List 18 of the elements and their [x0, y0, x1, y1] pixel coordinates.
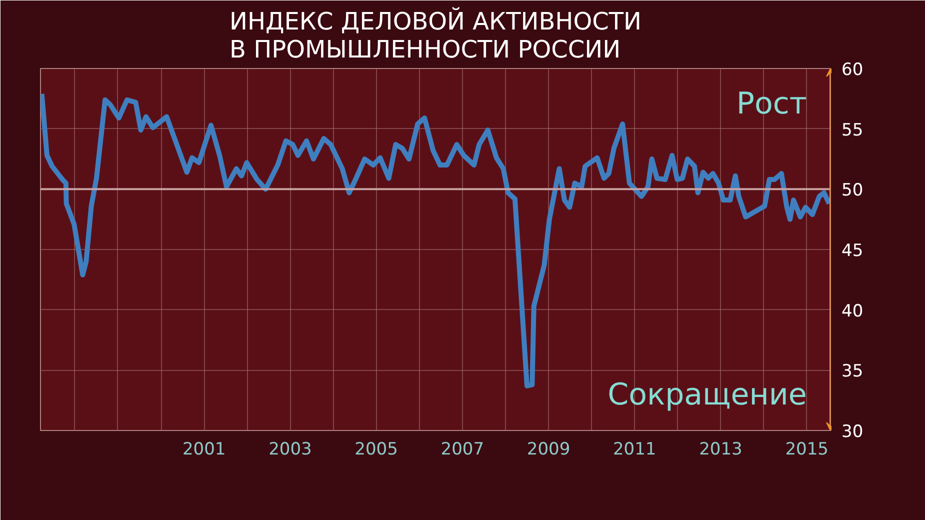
x-tick-label: 2013 — [699, 440, 742, 460]
annotation: Сокращение — [608, 377, 807, 412]
chart-title: ИНДЕКС ДЕЛОВОЙ АКТИВНОСТИ В ПРОМЫШЛЕННОСТИ РОССИИ — [230, 6, 642, 64]
x-tick-label: 2005 — [354, 440, 398, 460]
x-tick-label: 2009 — [526, 440, 570, 460]
y-tick-label: 55 — [842, 120, 864, 140]
y-tick-label: 30 — [842, 422, 864, 442]
y-tick-label: 60 — [842, 60, 864, 80]
y-tick-label: 50 — [842, 180, 864, 201]
x-tick-label: 2001 — [182, 440, 226, 460]
y-tick-label: 45 — [842, 241, 864, 261]
x-tick-label: 2003 — [268, 440, 312, 460]
y-tick-label: 35 — [842, 362, 864, 382]
x-tick-label: 2011 — [612, 440, 656, 460]
y-tick-label: 40 — [842, 301, 864, 322]
x-tick-label: 2015 — [785, 440, 828, 460]
x-tick-label: 2007 — [440, 440, 484, 460]
annotation: Рост — [736, 86, 807, 122]
